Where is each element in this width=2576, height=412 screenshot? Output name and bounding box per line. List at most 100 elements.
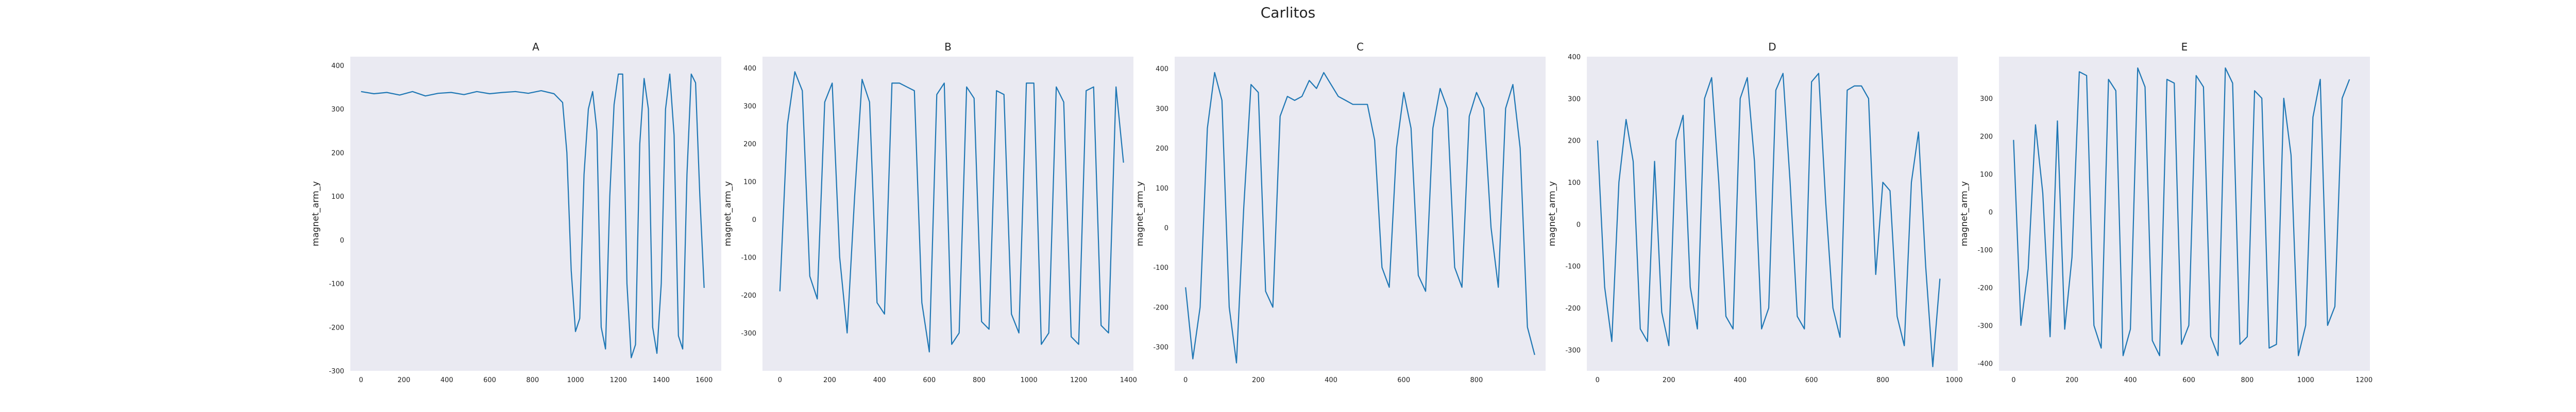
y-tick-label: 300 (1568, 95, 1581, 103)
y-tick-label: -100 (1565, 263, 1581, 271)
y-tick-label: -200 (741, 292, 756, 300)
y-tick-label: -300 (741, 330, 756, 338)
x-tick-label: 1400 (653, 376, 670, 384)
chart-title: E (2181, 41, 2188, 53)
y-tick-label: 300 (1156, 105, 1168, 113)
y-tick-label: 400 (331, 62, 344, 70)
y-tick-label: -300 (329, 368, 344, 375)
x-tick-label: 800 (973, 376, 986, 384)
y-tick-label: -100 (329, 281, 344, 288)
series-line (1597, 73, 1941, 367)
y-tick-label: -200 (1153, 304, 1168, 312)
figure-title: Carlitos (1260, 4, 1316, 21)
chart-c: C 0 200 400 600 800 -300 -200 -100 0 100 200 300 400 m… (1135, 41, 1546, 384)
x-tick-label: 800 (1470, 376, 1483, 384)
x-tick-label: 600 (2182, 376, 2195, 384)
y-tick-label: 200 (1980, 133, 1993, 141)
panel-d: D 0 200 400 600 800 1000 -300 -200 -100 0 100 200 300… (1525, 31, 1968, 391)
x-tick-label: 1400 (1120, 376, 1137, 384)
y-tick-label: 400 (1568, 54, 1581, 61)
y-tick-label: -200 (1977, 284, 1993, 292)
x-tick-label: 1000 (1021, 376, 1038, 384)
y-tick-label: 0 (340, 237, 344, 245)
y-tick-label: -300 (1977, 322, 1993, 330)
x-tick-label: 0 (778, 376, 782, 384)
y-axis-label: magnet_arm_y (1547, 181, 1557, 246)
y-tick-label: 100 (1568, 179, 1581, 187)
panel-a: A 0 200 400 600 800 1000 1200 1400 1600 -300 -200 -1… (289, 31, 732, 391)
x-tick-label: 400 (440, 376, 453, 384)
chart-a: A0 200 400 600 800 1000 1200 1400 1600-300-200-1… (311, 41, 721, 384)
x-tick-label: 0 (359, 376, 363, 384)
panel-e: E 0 200 400 600 800 1000 1200 -400 -300 -200 -100 0 1… (1937, 31, 2380, 391)
series-line (779, 71, 1124, 353)
series-line (1185, 72, 1535, 364)
x-tick-label: 400 (2124, 376, 2137, 384)
x-tick-label: 200 (823, 376, 836, 384)
y-tick-label: 400 (743, 65, 756, 73)
y-tick-label: 200 (1568, 138, 1581, 145)
y-tick-label: 0 (752, 216, 756, 224)
y-tick-label: 0 (1989, 209, 1993, 216)
series-line (2013, 67, 2350, 356)
y-tick-label: 100 (743, 179, 756, 186)
y-tick-label: 400 (1156, 65, 1168, 73)
y-tick-label: 300 (331, 106, 344, 114)
x-tick-label: 1200 (1070, 376, 1087, 384)
y-tick-label: -300 (1565, 347, 1581, 354)
chart-title: A (532, 41, 539, 53)
x-tick-label: 400 (1325, 376, 1337, 384)
x-tick-label: 0 (1596, 376, 1600, 384)
x-tick-label: 1200 (2355, 376, 2372, 384)
y-axis-label: magnet_arm_y (311, 181, 321, 246)
x-tick-label: 200 (398, 376, 411, 384)
x-tick-label: 800 (2241, 376, 2253, 384)
x-tick-label: 1000 (2297, 376, 2314, 384)
x-tick-label: 1000 (567, 376, 584, 384)
x-tick-label: 1600 (696, 376, 713, 384)
y-tick-label: -100 (1153, 264, 1168, 272)
chart-d: D 0 200 400 600 800 1000 -300 -200 -100 0 100 200 300… (1547, 41, 1963, 384)
x-tick-label: 1000 (1946, 376, 1963, 384)
y-tick-label: 100 (331, 193, 344, 201)
y-tick-label: -400 (1977, 360, 1993, 368)
series-line (361, 73, 705, 358)
y-tick-label: 300 (1980, 95, 1993, 103)
x-tick-label: 600 (1397, 376, 1410, 384)
x-tick-label: 200 (1663, 376, 1675, 384)
y-tick-label: -200 (1565, 305, 1581, 313)
y-axis-label: magnet_arm_y (1135, 181, 1145, 246)
y-tick-label: -100 (1977, 247, 1993, 254)
x-tick-label: 400 (873, 376, 886, 384)
y-tick-label: 200 (1156, 145, 1168, 153)
x-tick-label: 600 (923, 376, 936, 384)
x-tick-label: 800 (1876, 376, 1889, 384)
x-tick-label: 800 (526, 376, 539, 384)
panel-c: C 0 200 400 600 800 -300 -200 -100 0 100 200 300 400 m… (1113, 31, 1556, 391)
y-tick-label: 200 (743, 141, 756, 148)
x-tick-label: 1200 (610, 376, 627, 384)
x-tick-label: 200 (1252, 376, 1265, 384)
chart-e: E 0 200 400 600 800 1000 1200 -400 -300 -200 -100 0 1… (1959, 41, 2372, 384)
x-tick-label: 0 (1183, 376, 1188, 384)
panel-b: B 0 200 400 600 800 1000 1200 1400 -300 -200 -100 0 1… (701, 31, 1144, 391)
y-tick-label: -200 (329, 324, 344, 332)
chart-title: C (1357, 41, 1364, 53)
x-tick-label: 400 (1734, 376, 1747, 384)
chart-title: D (1768, 41, 1776, 53)
y-tick-label: 200 (331, 149, 344, 157)
x-tick-label: 0 (2011, 376, 2015, 384)
y-axis-label: magnet_arm_y (723, 181, 733, 246)
y-axis-label: magnet_arm_y (1959, 181, 1970, 246)
x-tick-label: 600 (483, 376, 496, 384)
y-tick-label: 100 (1980, 171, 1993, 179)
chart-b: B 0 200 400 600 800 1000 1200 1400 -300 -200 -100 0 1… (723, 41, 1137, 384)
y-tick-label: 0 (1577, 221, 1581, 229)
x-tick-label: 200 (2065, 376, 2078, 384)
y-tick-label: -300 (1153, 344, 1168, 352)
x-tick-label: 600 (1805, 376, 1818, 384)
y-tick-label: 100 (1156, 185, 1168, 193)
chart-title: B (944, 41, 952, 53)
y-tick-label: 0 (1164, 225, 1168, 232)
y-tick-label: -100 (741, 254, 756, 262)
